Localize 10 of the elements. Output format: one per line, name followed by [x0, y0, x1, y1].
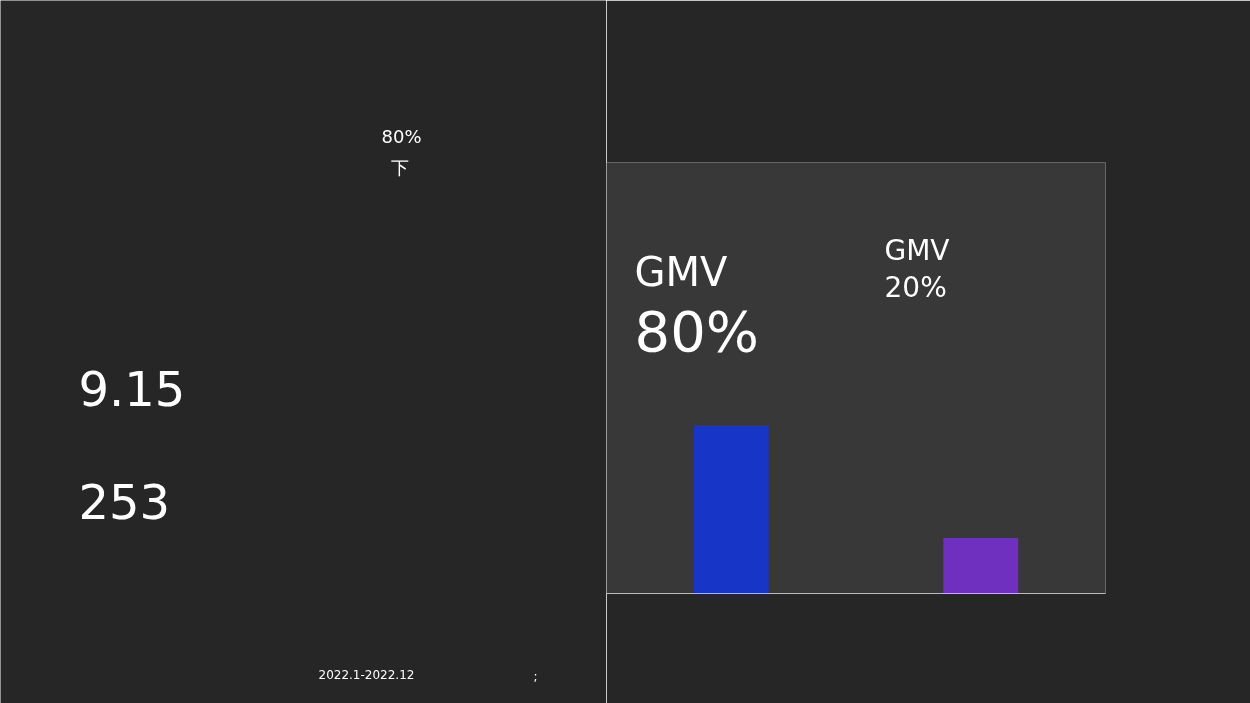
text: ;	[533, 669, 538, 684]
text: GMV	[884, 233, 950, 267]
text: 80%	[634, 298, 759, 364]
text: 20%	[884, 270, 947, 304]
text: GMV	[634, 248, 729, 295]
text: 2022.1-2022.12	[318, 667, 415, 682]
text: 80%	[381, 125, 422, 147]
text: 9.15	[78, 360, 186, 417]
text: 下	[390, 156, 409, 178]
text: 253	[78, 473, 171, 530]
